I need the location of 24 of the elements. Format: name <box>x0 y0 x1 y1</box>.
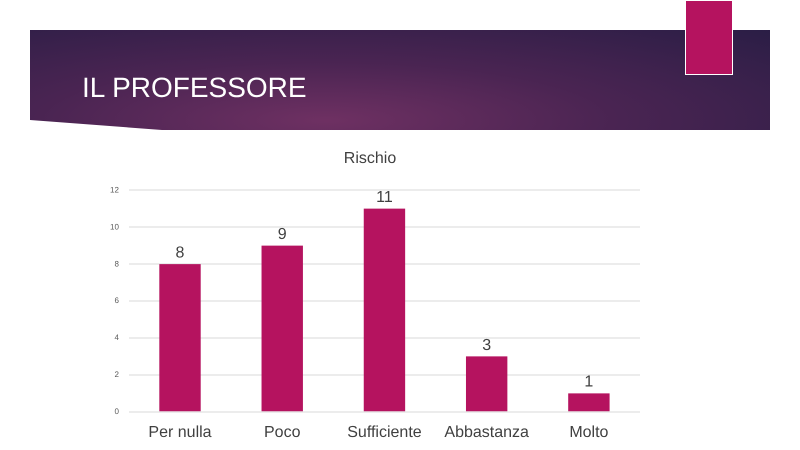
chart-title: IL PROFESSORE <box>82 72 307 104</box>
data-label: 9 <box>278 226 287 244</box>
x-tick-label: Molto <box>569 424 609 441</box>
data-label: 1 <box>584 374 594 391</box>
y-tick-label: 12 <box>110 185 120 194</box>
y-tick-label: 0 <box>114 407 120 416</box>
x-tick-label: Sufficiente <box>347 424 422 441</box>
chart-subtitle: Rischio <box>344 150 396 168</box>
bar <box>568 393 610 412</box>
x-tick-label: Per nulla <box>148 424 212 441</box>
bar <box>159 264 201 412</box>
y-tick-label: 10 <box>110 222 120 232</box>
y-tick-label: 8 <box>114 259 120 268</box>
bar <box>262 246 303 412</box>
data-label: 8 <box>176 244 185 262</box>
y-tick-label: 2 <box>114 370 120 380</box>
x-tick-label: Poco <box>264 424 301 441</box>
bar <box>466 356 508 412</box>
y-tick-label: 6 <box>114 296 120 306</box>
x-tick-label: Abbastanza <box>444 424 530 441</box>
y-tick-label: 4 <box>114 333 120 342</box>
bar <box>364 208 406 412</box>
data-label: 11 <box>376 189 393 206</box>
data-label: 3 <box>482 336 492 354</box>
